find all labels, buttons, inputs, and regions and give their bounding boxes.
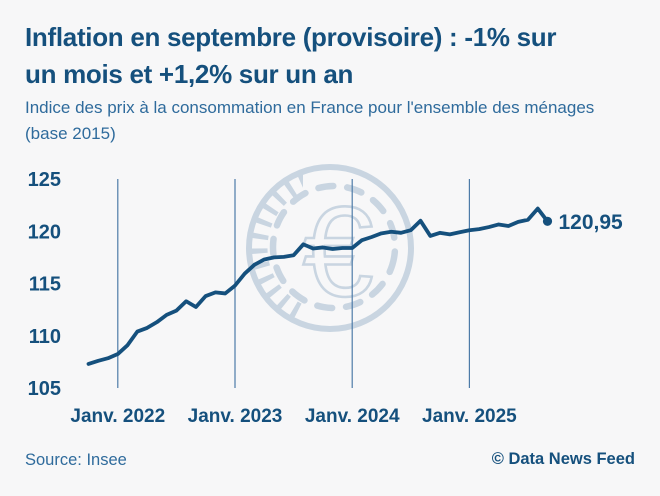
y-tick-label: 115 <box>29 274 61 296</box>
page-subtitle: Indice des prix à la consommation en Fra… <box>25 95 594 147</box>
page-title-line-1: Inflation en septembre (provisoire) : -1… <box>25 22 557 52</box>
page-title-line-2: un mois et +1,2% sur un an <box>25 59 354 89</box>
coin-outline <box>246 164 414 332</box>
y-tick-label: 110 <box>29 326 61 348</box>
credit-label: © Data News Feed <box>491 450 635 468</box>
last-value-label: 120,95 <box>559 211 624 234</box>
x-tick-label: Janv. 2025 <box>422 406 517 427</box>
euro-coin-watermark-icon: € <box>246 164 414 332</box>
y-tick-label: 120 <box>28 221 61 243</box>
euro-symbol-icon: € <box>302 181 373 324</box>
page-title: Inflation en septembre (provisoire) : -1… <box>25 19 556 93</box>
cpi-line-series <box>86 206 550 366</box>
coin-inner-dashed-circle <box>269 182 399 312</box>
x-tick-label: Janv. 2024 <box>305 406 400 427</box>
vertical-gridlines <box>117 179 470 388</box>
page-subtitle-line-2: (base 2015) <box>25 124 116 143</box>
x-axis-labels: Janv. 2022 Janv. 2023 Janv. 2024 Janv. 2025 <box>70 406 517 427</box>
x-tick-label: Janv. 2022 <box>70 406 165 427</box>
y-tick-label: 105 <box>28 378 61 400</box>
y-tick-label: 125 <box>28 169 61 191</box>
y-axis-labels: 125 120 115 110 105 <box>28 169 61 400</box>
x-tick-label: Janv. 2023 <box>188 406 283 427</box>
last-point-marker <box>542 216 553 226</box>
page-subtitle-line-1: Indice des prix à la consommation en Fra… <box>25 98 595 117</box>
source-label: Source: Insee <box>25 451 127 469</box>
